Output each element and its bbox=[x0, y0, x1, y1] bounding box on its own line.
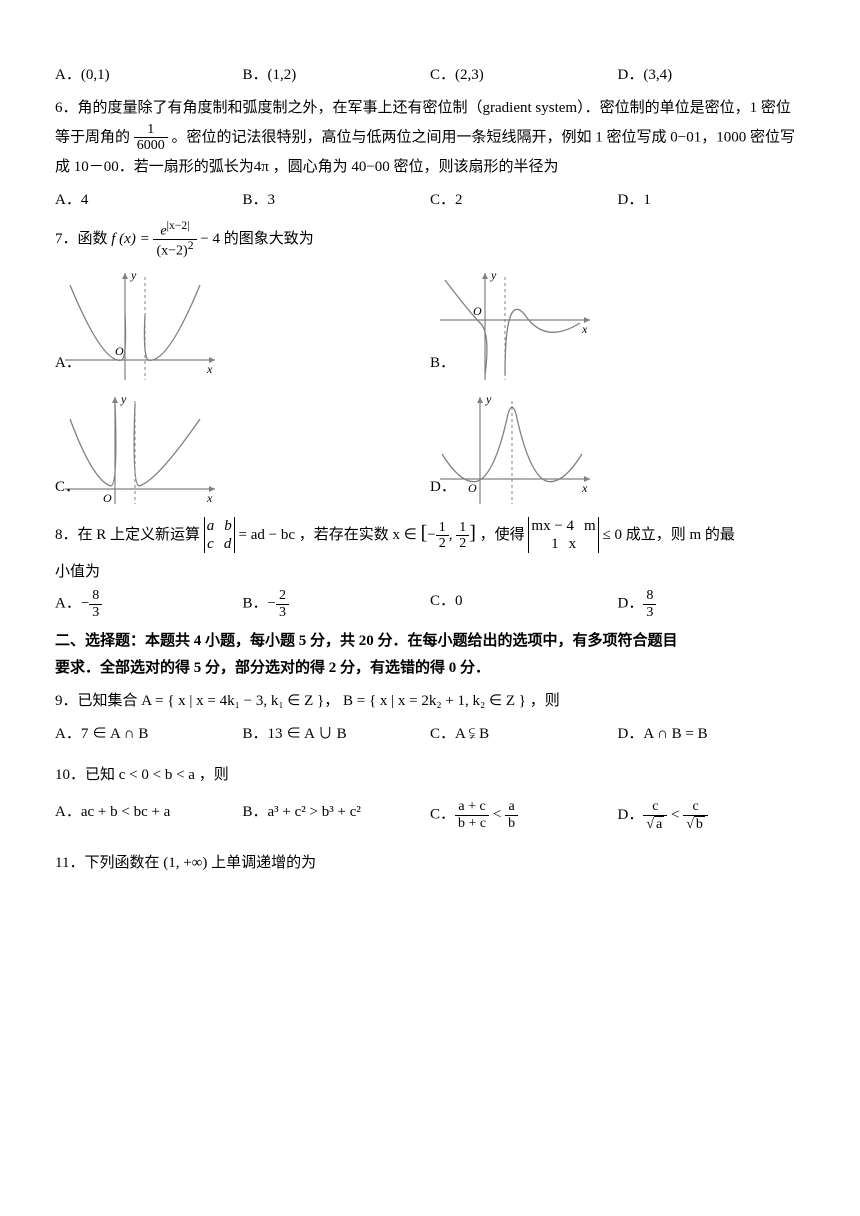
q6-opt-c: C．2 bbox=[430, 187, 618, 214]
q8-line2: 小值为 bbox=[55, 559, 805, 586]
q8-det1: ab cd bbox=[204, 517, 235, 553]
q8-opt-a: A．−83 bbox=[55, 588, 243, 620]
q8-post: ≤ 0 成立，则 m 的最 bbox=[602, 527, 734, 543]
svg-text:O: O bbox=[468, 481, 477, 495]
q10-opt-a: A．ac + b < bc + a bbox=[55, 799, 243, 832]
q7-f-lhs: f (x) = bbox=[111, 231, 153, 247]
q8-det2: mx − 4m 1x bbox=[528, 517, 598, 553]
q6-options: A．4 B．3 C．2 D．1 bbox=[55, 187, 805, 214]
q10-opt-d: D．c√a < c√b bbox=[618, 799, 806, 832]
q8-opt-c: C．0 bbox=[430, 588, 618, 620]
graph-b-svg: O x y bbox=[430, 265, 600, 385]
q5-opt-b: B．(1,2) bbox=[243, 62, 431, 89]
q9: 9．已知集合 A = { x | x = 4k₁ − 3, k₁ ∈ Z }， … bbox=[55, 688, 805, 715]
svg-text:x: x bbox=[581, 481, 588, 495]
q7-label-b: B． bbox=[430, 350, 455, 377]
q8-opt-d: D．83 bbox=[618, 588, 806, 620]
q10-opt-c: C．a + cb + c < ab bbox=[430, 799, 618, 832]
q7-label-c: C． bbox=[55, 474, 80, 501]
q10-opt-b: B．a³ + c² > b³ + c² bbox=[243, 799, 431, 832]
q9-opt-b: B．13 ∈ A ∪ B bbox=[243, 721, 431, 748]
q7-graph-a: O x y A． bbox=[55, 265, 430, 385]
q7: 7．函数 f (x) = e|x−2| (x−2)2 − 4 的图象大致为 bbox=[55, 220, 805, 259]
svg-text:x: x bbox=[206, 362, 213, 376]
q9-opt-a: A．7 ∈ A ∩ B bbox=[55, 721, 243, 748]
q7-graphs-row2: O x y C． O x y D． bbox=[55, 389, 805, 509]
q7-graph-d: O x y D． bbox=[430, 389, 805, 509]
graph-c-svg: O x y bbox=[55, 389, 225, 509]
q7-graph-b: O x y B． bbox=[430, 265, 805, 385]
q7-pre: 7．函数 bbox=[55, 231, 111, 247]
q8-options: A．−83 B．−23 C．0 D．83 bbox=[55, 588, 805, 620]
q8-mid2: ，使得 bbox=[480, 527, 525, 543]
q6-frac: 1 6000 bbox=[134, 122, 168, 154]
section2-header: 二、选择题：本题共 4 小题，每小题 5 分，共 20 分．在每小题给出的选项中… bbox=[55, 628, 805, 682]
q10-options: A．ac + b < bc + a B．a³ + c² > b³ + c² C．… bbox=[55, 799, 805, 832]
q6-opt-d: D．1 bbox=[618, 187, 806, 214]
svg-text:O: O bbox=[473, 304, 482, 318]
svg-text:y: y bbox=[485, 392, 492, 406]
q5-opt-c: C．(2,3) bbox=[430, 62, 618, 89]
q7-graphs-row1: O x y A． O x y B． bbox=[55, 265, 805, 385]
q9-opt-d: D．A ∩ B = B bbox=[618, 721, 806, 748]
svg-text:y: y bbox=[120, 392, 127, 406]
q7-label-a: A． bbox=[55, 350, 81, 377]
svg-text:O: O bbox=[103, 491, 112, 505]
q5-opt-d: D．(3,4) bbox=[618, 62, 806, 89]
q5-opt-a: A．(0,1) bbox=[55, 62, 243, 89]
q8-opt-b: B．−23 bbox=[243, 588, 431, 620]
q11: 11．下列函数在 (1, +∞) 上单调递增的为 bbox=[55, 850, 805, 877]
q6-opt-b: B．3 bbox=[243, 187, 431, 214]
svg-text:y: y bbox=[490, 268, 497, 282]
svg-text:x: x bbox=[581, 322, 588, 336]
q5-options: A．(0,1) B．(1,2) C．(2,3) D．(3,4) bbox=[55, 62, 805, 89]
q7-graph-c: O x y C． bbox=[55, 389, 430, 509]
svg-text:y: y bbox=[130, 268, 137, 282]
q7-label-d: D． bbox=[430, 474, 456, 501]
svg-text:O: O bbox=[115, 344, 124, 358]
q7-frac: e|x−2| (x−2)2 bbox=[153, 220, 196, 259]
q6: 6．角的度量除了有角度制和弧度制之外，在军事上还有密位制（gradient sy… bbox=[55, 95, 805, 181]
q7-post: − 4 的图象大致为 bbox=[200, 231, 313, 247]
q9-opt-c: C．A ⫋ B bbox=[430, 721, 618, 748]
svg-text:x: x bbox=[206, 491, 213, 505]
q6-opt-a: A．4 bbox=[55, 187, 243, 214]
q8-mid: = ad − bc ，若存在实数 x ∈ bbox=[239, 527, 421, 543]
q8: 8．在 R 上定义新运算 ab cd = ad − bc ，若存在实数 x ∈ … bbox=[55, 515, 805, 554]
q9-options: A．7 ∈ A ∩ B B．13 ∈ A ∪ B C．A ⫋ B D．A ∩ B… bbox=[55, 721, 805, 748]
q8-pre: 8．在 R 上定义新运算 bbox=[55, 527, 200, 543]
q10: 10．已知 c < 0 < b < a ，则 bbox=[55, 762, 805, 789]
